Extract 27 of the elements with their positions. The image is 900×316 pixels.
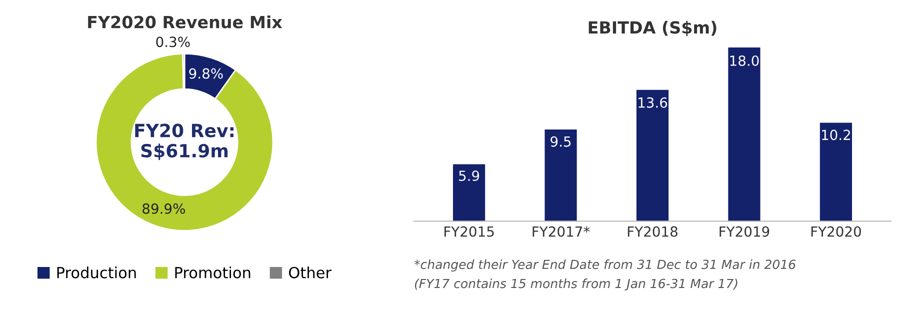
text: FY20 Rev: S$61.9m [135,124,234,160]
data-label: 9.5 [550,136,571,147]
text: *changed their Year End Date from 31 Dec to 31 Mar in 2016 [414,259,796,272]
bar [452,164,486,222]
x-tick-label: FY2018 [628,226,678,237]
bar [728,47,760,222]
data-label: 10.2 [822,130,850,140]
x-tick-label: FY2020 [811,226,861,237]
x-tick-label: FY2017* [532,226,590,237]
bar [544,129,577,222]
data-label: 9.8% [189,68,223,79]
data-label: 18.0 [730,55,759,66]
bar [820,122,852,222]
chart-title: EBITDA (S$m) [588,20,716,36]
legend-label: Promotion [175,266,250,278]
donut-slice [95,53,274,232]
bar [636,90,669,222]
data-label: 13.6 [638,97,668,108]
legend-label: Production [57,266,136,278]
data-label: 89.9% [142,203,185,214]
data-label: 5.9 [459,170,480,182]
x-tick-label: FY2019 [720,226,770,237]
x-tick-label: FY2015 [444,226,494,237]
text: (FY17 contains 15 months from 1 Jan 16-31 Mar 17) [414,278,738,291]
data-label: 0.3% [156,36,190,48]
chart-title: FY2020 Revenue Mix [88,15,282,28]
legend-label: Other [289,266,332,278]
